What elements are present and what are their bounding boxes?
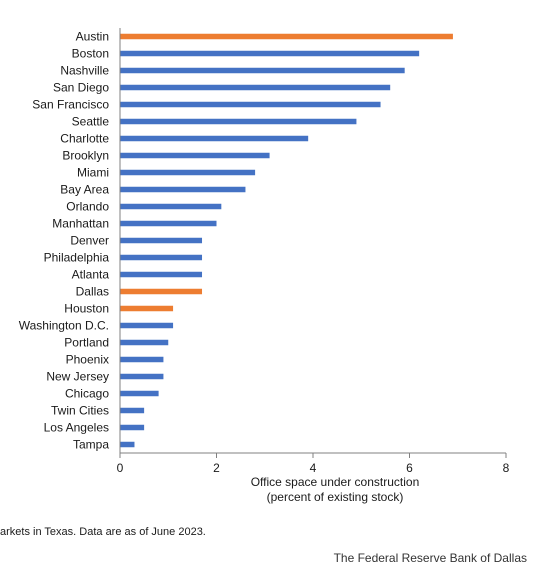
x-axis-title-line1: Office space under construction: [251, 475, 420, 489]
bars-group: [120, 33, 453, 448]
category-labels: Austin Boston Nashville San Diego San Franci…: [19, 30, 110, 452]
category-label: Charlotte: [60, 132, 109, 146]
category-label: Atlanta: [72, 268, 110, 282]
x-ticks: 0 2 4 6 8: [117, 453, 510, 475]
category-label: Seattle: [72, 115, 110, 129]
bar-manhattan: [120, 220, 217, 227]
category-label: Austin: [76, 30, 109, 44]
x-tick-label: 2: [213, 461, 220, 475]
category-label: San Diego: [53, 81, 109, 95]
category-label: Denver: [70, 234, 109, 248]
bar-houston: [120, 305, 174, 312]
category-label: Los Angeles: [44, 421, 109, 435]
x-tick-label: 6: [406, 461, 413, 475]
bar-tampa: [120, 441, 135, 448]
bar-orlando: [120, 203, 222, 210]
category-label: Tampa: [73, 438, 109, 452]
bar-san-diego: [120, 84, 391, 91]
bar-dallas: [120, 288, 203, 295]
category-label: Houston: [64, 302, 109, 316]
bar-brooklyn: [120, 152, 270, 159]
category-label: Manhattan: [52, 217, 109, 231]
bar-seattle: [120, 118, 357, 125]
bar-phoenix: [120, 356, 164, 363]
category-label: Twin Cities: [51, 404, 109, 418]
category-label: Boston: [72, 47, 109, 61]
bar-bay-area: [120, 186, 246, 193]
bar-charlotte: [120, 135, 309, 142]
category-label: Nashville: [60, 64, 109, 78]
category-label: Dallas: [76, 285, 109, 299]
bar-austin: [120, 33, 453, 40]
category-label: New Jersey: [46, 370, 109, 384]
bar-portland: [120, 339, 169, 346]
bar-miami: [120, 169, 256, 176]
bar-new-jersey: [120, 373, 164, 380]
category-label: San Francisco: [32, 98, 109, 112]
category-label: Brooklyn: [62, 149, 109, 163]
bar-washington-d-c-: [120, 322, 174, 329]
bar-atlanta: [120, 271, 203, 278]
bar-chicago: [120, 390, 159, 397]
bar-nashville: [120, 67, 405, 74]
category-label: Portland: [64, 336, 109, 350]
category-label: Phoenix: [66, 353, 109, 367]
footnote: arkets in Texas. Data are as of June 202…: [0, 526, 206, 538]
x-tick-label: 0: [117, 461, 124, 475]
bar-san-francisco: [120, 101, 381, 108]
category-label: Orlando: [66, 200, 109, 214]
bar-boston: [120, 50, 420, 57]
bar-denver: [120, 237, 203, 244]
category-label: Washington D.C.: [19, 319, 109, 333]
bar-los-angeles: [120, 424, 145, 431]
x-tick-label: 8: [503, 461, 510, 475]
bar-chart: Austin Boston Nashville San Diego San Franci…: [19, 28, 510, 504]
category-label: Bay Area: [60, 183, 109, 197]
category-label: Chicago: [65, 387, 109, 401]
category-label: Philadelphia: [44, 251, 110, 265]
bar-twin-cities: [120, 407, 145, 414]
source-credit: The Federal Reserve Bank of Dallas: [333, 551, 527, 565]
x-axis-title-line2: (percent of existing stock): [267, 490, 404, 504]
bar-philadelphia: [120, 254, 203, 261]
category-label: Miami: [77, 166, 109, 180]
x-tick-label: 4: [310, 461, 317, 475]
